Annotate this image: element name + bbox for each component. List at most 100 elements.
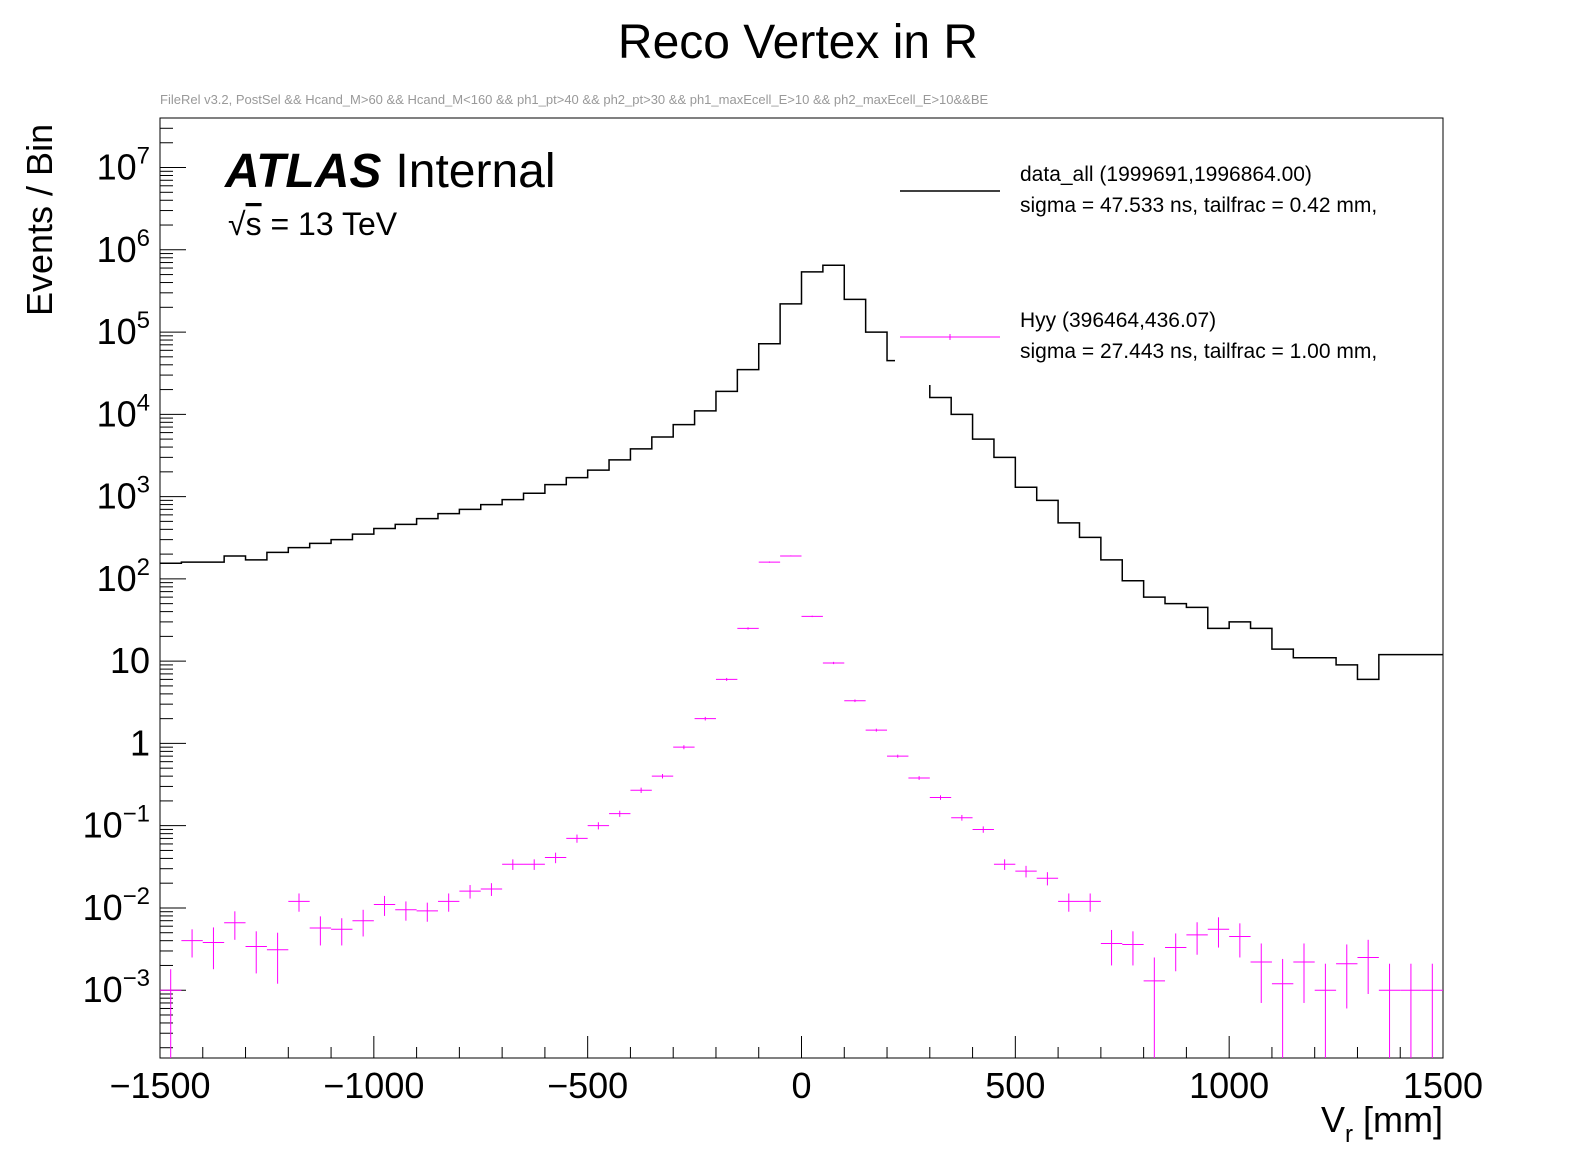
- x-axis-label: Vr [mm]: [1321, 1099, 1443, 1148]
- y-tick-label: 107: [97, 143, 150, 188]
- hyy-point: [1421, 963, 1443, 1058]
- hyy-point: [1378, 963, 1401, 1058]
- hyy-point: [416, 902, 438, 922]
- hyy-point: [1250, 943, 1272, 1003]
- hyy-point: [502, 859, 524, 870]
- y-tick-label: 102: [97, 554, 150, 599]
- hyy-point: [865, 728, 888, 732]
- hyy-point: [908, 776, 930, 780]
- x-axis-label-sub: r: [1345, 1121, 1353, 1148]
- hyy-point: [1336, 944, 1358, 1009]
- hyy-point: [566, 834, 588, 843]
- hyy-point: [1036, 872, 1059, 886]
- chart-title: Reco Vertex in R: [618, 16, 978, 69]
- hyy-point: [288, 893, 310, 912]
- chart-subtitle: FileRel v3.2, PostSel && Hcand_M>60 && H…: [160, 92, 989, 107]
- hyy-point: [929, 795, 952, 800]
- hyy-point: [630, 787, 652, 793]
- y-tick-label: 10: [110, 640, 150, 681]
- hyy-point: [1314, 963, 1337, 1058]
- hyy-point: [1229, 923, 1251, 958]
- atlas-label-bold: ATLAS: [224, 145, 381, 198]
- x-tick-label: 1000: [1189, 1065, 1269, 1106]
- hyy-point: [1015, 865, 1037, 878]
- hyy-point: [651, 773, 674, 779]
- legend-entry-data-all-line1: data_all (1999691,1996864.00): [1020, 163, 1312, 186]
- x-axis-label-main: V: [1321, 1099, 1345, 1140]
- hyy-point: [887, 754, 909, 758]
- axis-ticks: [159, 117, 1444, 1058]
- hyy-point: [758, 561, 781, 563]
- data-all-step-line: [160, 264, 1443, 681]
- atlas-label: ATLAS Internal: [224, 145, 556, 198]
- hyy-point: [1058, 893, 1080, 912]
- hyy-point: [801, 615, 823, 618]
- y-tick-label: 1: [130, 722, 150, 763]
- y-axis-label: Events / Bin: [19, 124, 60, 316]
- hyy-point: [480, 883, 503, 896]
- hyy-point: [715, 677, 738, 681]
- hyy-point: [1079, 893, 1101, 912]
- hyy-point: [694, 716, 716, 721]
- hyy-point: [822, 661, 845, 665]
- hyy-point: [309, 916, 332, 946]
- legend-entry-data-all-line2: sigma = 47.533 ns, tailfrac = 0.42 mm,: [1020, 194, 1377, 217]
- hyy-point: [544, 852, 567, 864]
- hyy-point: [181, 929, 203, 958]
- series-hyy: [160, 555, 1443, 1058]
- hyy-point: [1100, 929, 1123, 966]
- hyy-point: [459, 885, 481, 899]
- energy-s: s: [246, 206, 262, 242]
- legend-entry-hyy-line2: sigma = 27.443 ns, tailfrac = 1.00 mm,: [1020, 340, 1377, 363]
- y-tick-label: 106: [97, 225, 150, 270]
- hyy-point: [951, 814, 973, 821]
- sqrt-symbol: √: [228, 206, 246, 242]
- hyy-point: [1293, 943, 1315, 1003]
- hyy-point: [587, 822, 610, 830]
- hyy-point: [737, 627, 759, 630]
- x-tick-label: −1000: [323, 1065, 424, 1106]
- hyy-point: [972, 826, 994, 833]
- hyy-point: [245, 931, 267, 974]
- hyy-point: [1271, 958, 1294, 1058]
- y-tick-label: 10−1: [83, 801, 150, 846]
- hyy-point: [1165, 933, 1187, 972]
- hyy-point: [1122, 931, 1144, 966]
- x-axis-label-unit: [mm]: [1353, 1099, 1443, 1140]
- x-tick-label: 0: [791, 1065, 811, 1106]
- hyy-point: [202, 927, 225, 970]
- y-tick-labels: 10−3 10−2 10−1 1 10 102 103 104 105 106 107: [83, 143, 150, 1011]
- x-tick-labels: −1500 −1000 −500 0 500 1000 1500: [109, 1065, 1483, 1106]
- hyy-point: [1143, 957, 1166, 1058]
- hyy-point: [609, 810, 631, 817]
- hyy-point: [395, 901, 417, 921]
- hyy-point: [1400, 963, 1422, 1058]
- y-tick-label: 103: [97, 472, 150, 517]
- hyy-point: [437, 893, 460, 912]
- x-tick-label: 1500: [1403, 1065, 1483, 1106]
- x-tick-label: −1500: [109, 1065, 210, 1106]
- hyy-point: [373, 895, 396, 916]
- energy-value: = 13 TeV: [262, 206, 398, 242]
- hyy-point: [352, 909, 374, 937]
- hyy-point: [1357, 939, 1379, 994]
- hyy-point: [523, 859, 545, 870]
- atlas-status: Internal: [395, 145, 555, 198]
- legend: data_all (1999691,1996864.00) sigma = 47…: [895, 145, 1435, 385]
- hyy-point: [844, 699, 866, 703]
- hyy-point: [993, 859, 1016, 870]
- hyy-point: [224, 911, 246, 940]
- x-tick-label: 500: [985, 1065, 1045, 1106]
- y-tick-label: 105: [97, 307, 150, 352]
- hyy-point: [331, 918, 353, 946]
- series-data-all: [160, 264, 1443, 681]
- y-tick-label: 10−3: [83, 965, 150, 1010]
- hyy-point: [1186, 922, 1208, 955]
- x-tick-label: −500: [547, 1065, 628, 1106]
- legend-box: [895, 145, 1435, 385]
- hyy-point: [1207, 917, 1230, 948]
- hyy-point: [160, 969, 182, 1058]
- hyy-point: [266, 932, 289, 984]
- y-tick-label: 104: [97, 389, 150, 434]
